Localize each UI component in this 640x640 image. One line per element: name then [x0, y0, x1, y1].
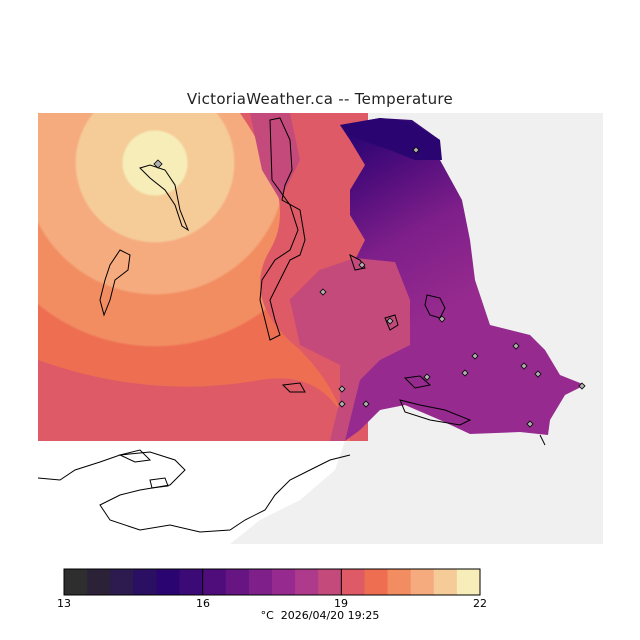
legend-swatch	[295, 569, 319, 595]
legend-swatch	[202, 569, 227, 595]
legend-footer: °C 2026/04/20 19:25	[0, 609, 640, 622]
unit-label: °C	[260, 609, 274, 622]
legend-swatch	[179, 569, 204, 595]
station-marker	[461, 369, 469, 377]
station-marker	[319, 288, 327, 296]
timestamp: 2026/04/20 19:25	[280, 609, 380, 622]
legend-swatch	[248, 569, 273, 595]
station-marker	[512, 342, 520, 350]
legend-swatch	[387, 569, 412, 595]
legend-swatch	[225, 569, 250, 595]
legend-tick-label: 22	[473, 597, 487, 610]
legend-tick-label: 16	[196, 597, 210, 610]
legend-swatch	[364, 569, 389, 595]
legend-tick-label: 19	[334, 597, 348, 610]
coastlines	[38, 117, 546, 533]
legend-swatch	[110, 569, 134, 595]
station-marker	[471, 352, 479, 360]
temperature-band-outer	[38, 360, 345, 441]
legend-swatch	[410, 569, 435, 595]
legend-swatch	[64, 569, 88, 595]
legend-swatch	[341, 569, 365, 595]
legend-swatch	[272, 569, 296, 595]
station-marker	[338, 400, 346, 408]
legend-swatch	[87, 569, 111, 595]
station-marker	[578, 382, 586, 390]
legend-swatch	[433, 569, 458, 595]
legend-swatches	[64, 569, 481, 595]
legend-swatch	[318, 569, 342, 595]
legend-swatch	[456, 569, 481, 595]
station-marker	[520, 362, 528, 370]
station-marker	[534, 370, 542, 378]
station-marker	[526, 420, 534, 428]
temperature-band-magenta	[290, 258, 410, 441]
legend-tick-label: 13	[57, 597, 71, 610]
land-south-nodata	[38, 441, 345, 544]
station-marker	[338, 385, 346, 393]
legend-ticks	[63, 569, 481, 595]
map-title: VictoriaWeather.ca -- Temperature	[186, 90, 454, 108]
legend-swatch	[156, 569, 181, 595]
station-marker	[153, 159, 163, 169]
station-marker	[438, 315, 446, 323]
station-marker	[386, 317, 394, 325]
station-marker	[412, 146, 420, 154]
station-marker	[362, 400, 370, 408]
station-markers	[153, 146, 586, 428]
legend-swatch	[133, 569, 157, 595]
map-frame	[38, 113, 603, 544]
station-marker	[423, 373, 431, 381]
station-marker	[358, 261, 366, 269]
